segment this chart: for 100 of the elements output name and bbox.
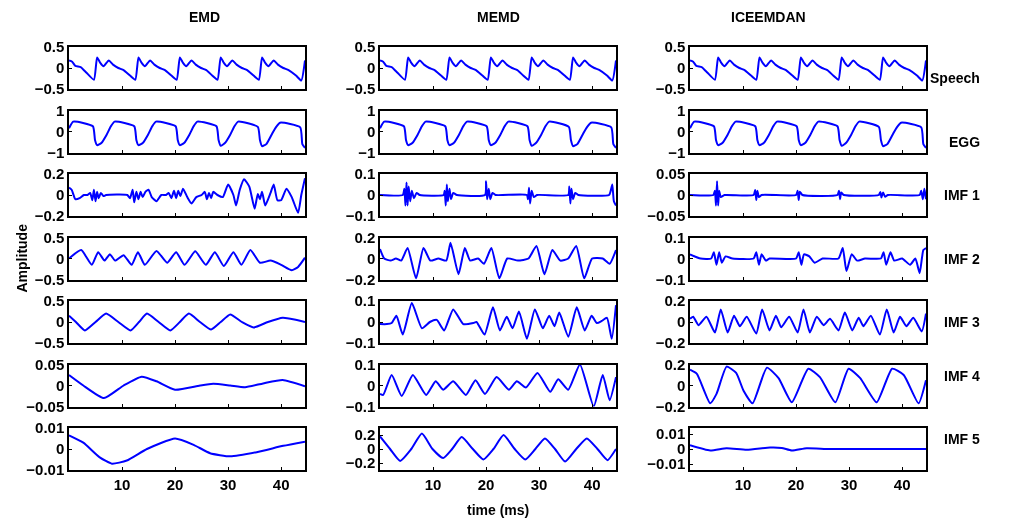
x-tick-label: 20 xyxy=(477,475,495,493)
y-tick-label: −0.5 xyxy=(345,80,376,98)
x-tick-label: 30 xyxy=(530,475,548,493)
y-tick-label: 0.1 xyxy=(354,165,376,183)
x-tick-label: 30 xyxy=(840,475,858,493)
y-tick-label: −0.5 xyxy=(34,270,65,288)
line-series xyxy=(380,302,616,340)
x-tick-label: 10 xyxy=(113,475,131,493)
y-axis-title: Amplitude xyxy=(13,223,30,293)
y-tick-label: 0.01 xyxy=(656,425,686,443)
line-series xyxy=(69,56,305,82)
y-tick-label: −1 xyxy=(668,143,686,161)
y-tick-label: −0.5 xyxy=(34,334,65,352)
y-tick-label: −1 xyxy=(358,143,376,161)
x-tick-label: 20 xyxy=(166,475,184,493)
x-tick-label: 10 xyxy=(734,475,752,493)
text: IMF 1 xyxy=(944,187,980,203)
y-tick-label: −0.2 xyxy=(345,270,376,288)
x-tick-label: 20 xyxy=(787,475,805,493)
line-series xyxy=(380,364,616,407)
text: IMF 5 xyxy=(944,431,980,447)
y-tick-label: 0.5 xyxy=(43,228,65,246)
x-tick-label: 30 xyxy=(219,475,237,493)
x-tick-label: 40 xyxy=(272,475,290,493)
y-tick-label: −0.1 xyxy=(345,334,376,352)
y-tick-label: −0.2 xyxy=(655,334,686,352)
line-series xyxy=(690,247,926,275)
y-tick-label: 0 xyxy=(366,59,376,77)
y-tick-label: 1 xyxy=(366,101,376,119)
y-tick-label: 0.1 xyxy=(354,355,376,373)
y-tick-label: 0.2 xyxy=(664,292,686,310)
y-tick-label: −0.2 xyxy=(34,207,65,225)
y-tick-label: 1 xyxy=(55,101,65,119)
text: IMF 2 xyxy=(944,251,980,267)
x-tick-label: 40 xyxy=(893,475,911,493)
y-tick-label: 0 xyxy=(55,313,65,331)
y-tick-label: 0 xyxy=(366,376,376,394)
chart-title: MEMD xyxy=(477,9,520,25)
y-tick-label: 0 xyxy=(366,122,376,140)
y-tick-label: 0 xyxy=(366,313,376,331)
y-tick-label: 0 xyxy=(55,59,65,77)
line-series xyxy=(690,56,926,82)
y-tick-label: 0.01 xyxy=(35,419,65,437)
text: Speech xyxy=(930,70,980,86)
y-tick-label: 0 xyxy=(55,440,65,458)
y-tick-label: 0.2 xyxy=(354,228,376,246)
text: IMF 4 xyxy=(944,368,980,384)
y-tick-label: 0 xyxy=(676,440,686,458)
line-series xyxy=(380,432,616,463)
line-series xyxy=(690,308,926,336)
y-tick-label: 0.05 xyxy=(656,165,686,183)
y-tick-label: 0.5 xyxy=(43,38,65,56)
chart-title: EMD xyxy=(189,9,221,25)
line-series xyxy=(380,241,616,280)
y-tick-label: −0.05 xyxy=(647,207,686,225)
y-tick-label: 0 xyxy=(55,186,65,204)
y-tick-label: −0.5 xyxy=(655,80,686,98)
y-tick-label: 0.5 xyxy=(664,38,686,56)
y-tick-label: −0.01 xyxy=(647,455,686,473)
line-series xyxy=(690,365,926,405)
y-tick-label: 0 xyxy=(676,249,686,267)
y-tick-label: 0.2 xyxy=(43,165,65,183)
y-tick-label: 0 xyxy=(676,376,686,394)
y-tick-label: 0 xyxy=(55,122,65,140)
y-tick-label: 0 xyxy=(366,249,376,267)
y-tick-label: 0 xyxy=(55,376,65,394)
line-series xyxy=(69,434,305,465)
y-tick-label: 0.5 xyxy=(354,38,376,56)
x-tick-label: 40 xyxy=(583,475,601,493)
y-tick-label: −0.05 xyxy=(26,397,65,415)
y-tick-label: 0.2 xyxy=(664,355,686,373)
line-series xyxy=(380,120,616,149)
line-series xyxy=(69,249,305,272)
line-series xyxy=(690,120,926,149)
y-tick-label: −0.1 xyxy=(345,397,376,415)
y-tick-label: 0 xyxy=(676,59,686,77)
y-tick-label: 0 xyxy=(676,313,686,331)
x-axis-title: time (ms) xyxy=(467,502,530,518)
chart-title: ICEEMDAN xyxy=(731,9,806,25)
y-tick-label: 0 xyxy=(366,186,376,204)
line-series xyxy=(69,374,305,400)
text: EGG xyxy=(949,134,981,150)
line-series xyxy=(69,177,305,214)
x-tick-label: 10 xyxy=(424,475,442,493)
y-tick-label: 0.5 xyxy=(43,292,65,310)
y-tick-label: −0.01 xyxy=(26,461,65,479)
line-series xyxy=(69,120,305,149)
text: IMF 3 xyxy=(944,314,980,330)
y-tick-label: 0.05 xyxy=(35,355,65,373)
y-tick-label: 0 xyxy=(676,186,686,204)
y-tick-label: −0.1 xyxy=(655,270,686,288)
y-tick-label: −1 xyxy=(47,143,65,161)
line-series xyxy=(380,180,616,207)
line-series xyxy=(690,180,926,207)
y-tick-label: 1 xyxy=(676,101,686,119)
y-tick-label: −0.2 xyxy=(655,397,686,415)
line-series xyxy=(380,56,616,82)
line-series xyxy=(69,312,305,332)
y-tick-label: 0.1 xyxy=(664,228,686,246)
y-tick-label: −0.1 xyxy=(345,207,376,225)
